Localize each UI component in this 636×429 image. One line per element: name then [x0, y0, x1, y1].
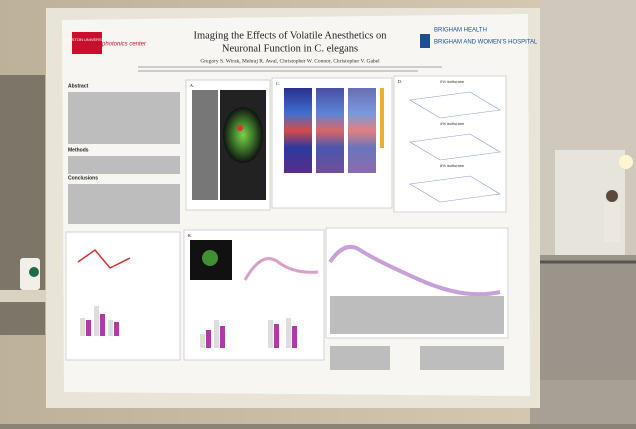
logo-text: BRIGHAM HEALTH — [434, 28, 487, 34]
condition-label: 0% isoflurane — [440, 79, 465, 84]
trace — [328, 245, 501, 297]
floor — [530, 380, 636, 424]
section-heading: Conclusions — [68, 175, 98, 181]
bar — [86, 314, 119, 336]
body-text — [68, 92, 180, 224]
body-text — [330, 296, 504, 370]
trajectory — [409, 91, 501, 203]
worm-image — [192, 90, 218, 200]
bar — [206, 324, 297, 348]
cup-logo — [29, 267, 39, 277]
panel-label: C. — [276, 81, 280, 86]
section-heading: Methods — [68, 147, 89, 153]
person-body — [604, 202, 620, 242]
person-head — [606, 190, 618, 202]
trace — [243, 257, 319, 281]
logo-text: photonics center — [101, 42, 147, 48]
bar — [200, 318, 291, 348]
poster-title: Imaging the Effects of Volatile Anesthet… — [193, 30, 387, 41]
fluorescence-glow — [202, 250, 218, 266]
panel-label: D. — [398, 79, 402, 84]
logo-text: BRIGHAM AND WOMEN'S HOSPITAL — [434, 40, 538, 46]
heatmap — [284, 88, 312, 173]
panel-label: B. — [188, 233, 192, 238]
bar — [80, 306, 113, 336]
condition-label: 4% isoflurane — [440, 121, 465, 126]
affiliations — [138, 70, 418, 72]
bu-logo — [72, 32, 102, 54]
lamp — [619, 155, 633, 169]
panel-label: A. — [190, 83, 194, 88]
colorbar — [380, 88, 384, 148]
heatmap — [348, 88, 376, 173]
shelf — [0, 290, 48, 302]
neuron — [237, 125, 243, 131]
condition-label: 8% isoflurane — [440, 163, 465, 168]
section-heading: Abstract — [68, 83, 89, 89]
affiliations — [138, 66, 442, 68]
figure-panel — [393, 75, 507, 213]
logo-text: BOSTON UNIVERSITY — [66, 37, 108, 42]
poster-title: Neuronal Function in C. elegans — [222, 43, 358, 54]
neuron-diagram — [77, 248, 131, 269]
authors: Gregory S. Wirak, Mehraj R. Awal, Christ… — [200, 58, 380, 64]
heatmap — [316, 88, 344, 173]
fluorescence-glow — [223, 107, 263, 163]
figure-panel — [65, 231, 181, 361]
bwh-shield — [420, 34, 430, 48]
